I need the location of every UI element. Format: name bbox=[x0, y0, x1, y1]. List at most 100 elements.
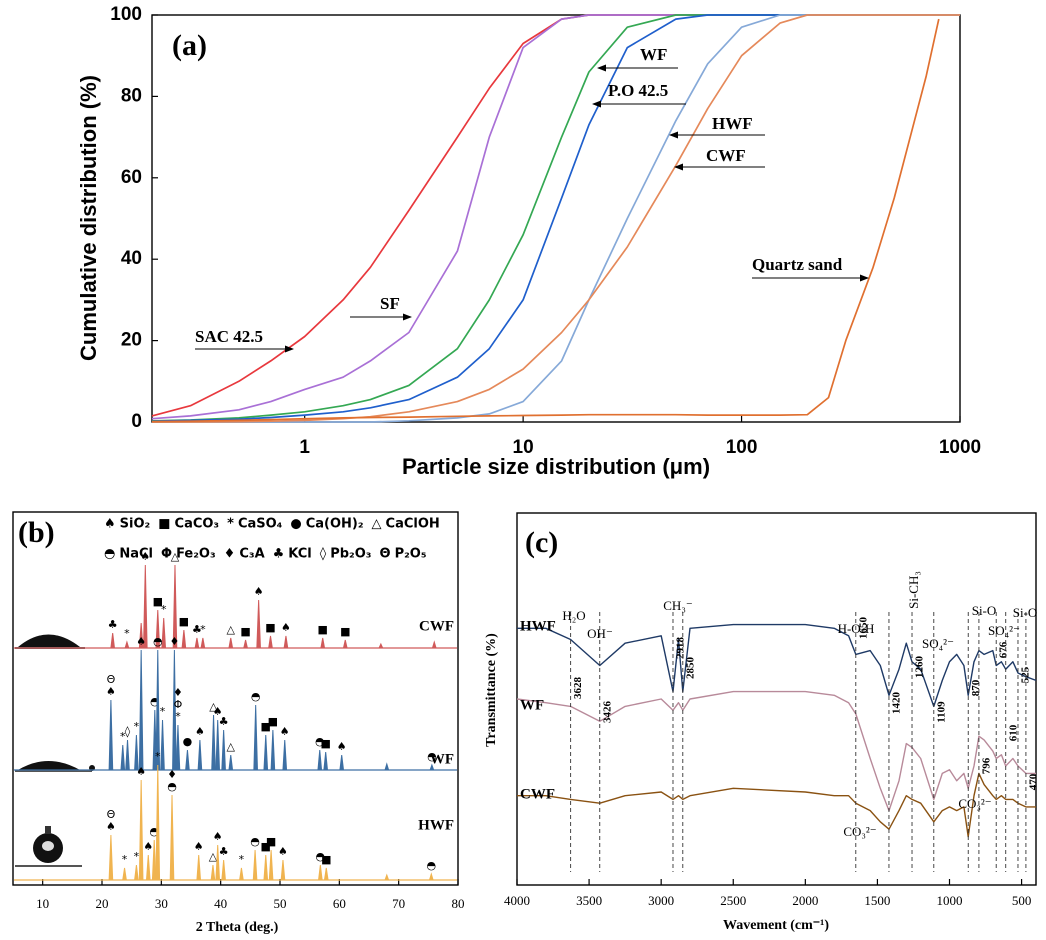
peak bbox=[239, 867, 244, 881]
legend-label: Fe₂O₃ bbox=[176, 547, 216, 562]
phase-symbol: * bbox=[124, 627, 130, 640]
droplet bbox=[18, 634, 80, 647]
phase-symbol: ■ bbox=[266, 835, 276, 848]
droplet-hwf bbox=[15, 826, 82, 867]
band-label: 2918 bbox=[675, 637, 687, 660]
phase-symbol: * bbox=[122, 853, 128, 866]
peak bbox=[228, 637, 234, 649]
phase-symbol: ♠ bbox=[280, 725, 290, 738]
phase-symbol: Θ bbox=[107, 673, 116, 686]
phase-symbol: ♠ bbox=[136, 765, 146, 778]
phase-symbol: ■ bbox=[179, 615, 189, 628]
band-label: 1420 bbox=[890, 692, 902, 715]
peak bbox=[215, 844, 220, 881]
peak bbox=[263, 734, 269, 771]
curve-label: P.O 42.5 bbox=[608, 81, 668, 100]
phase-symbol: Φ bbox=[174, 698, 183, 711]
x-tick-label: 100 bbox=[726, 437, 758, 458]
peak bbox=[429, 763, 435, 771]
band-annotation: OH⁻ bbox=[587, 626, 613, 641]
legend-symbol: ■ bbox=[158, 517, 170, 532]
phase-symbol: ◓ bbox=[426, 859, 436, 872]
band-annotation: H-O-H bbox=[838, 621, 875, 636]
phase-symbol: △ bbox=[227, 623, 236, 636]
peak bbox=[283, 635, 289, 649]
phase-symbol: ◓ bbox=[427, 750, 437, 763]
curve-label: SF bbox=[380, 294, 400, 313]
phase-symbol: * bbox=[134, 720, 140, 733]
x-tick-label: 30 bbox=[155, 896, 168, 911]
peak bbox=[211, 714, 216, 771]
phase-symbol: ■ bbox=[321, 853, 331, 866]
legend-label: Pb₂O₃ bbox=[330, 547, 371, 562]
band-label: 2850 bbox=[684, 657, 696, 680]
x-tick-label: 1 bbox=[299, 437, 310, 458]
band-annotation: CO₃²⁻ bbox=[958, 796, 991, 811]
band-annotation: SO₄²⁻ bbox=[922, 636, 954, 651]
phase-symbol: * bbox=[161, 603, 167, 616]
peak bbox=[110, 632, 115, 649]
y-tick-label: 80 bbox=[121, 85, 142, 106]
phase-symbol: ♠ bbox=[213, 705, 223, 718]
peak bbox=[323, 867, 329, 881]
needle bbox=[45, 826, 51, 834]
peak bbox=[160, 719, 165, 771]
phase-symbol: ◓ bbox=[315, 735, 325, 748]
peak bbox=[342, 639, 348, 649]
band-label: 796 bbox=[980, 757, 992, 774]
series-line bbox=[151, 18, 940, 423]
band-label: 1109 bbox=[935, 701, 947, 723]
legend-symbol: ♦ bbox=[224, 547, 236, 562]
phase-symbol: ♠ bbox=[337, 740, 347, 753]
band-annotation: Si-CH₃ bbox=[906, 571, 921, 609]
series-line bbox=[516, 690, 1036, 812]
peak bbox=[318, 864, 323, 881]
peak bbox=[228, 754, 234, 771]
x-tick-label: 70 bbox=[392, 896, 405, 911]
peak bbox=[256, 599, 261, 649]
x-tick-label: 2500 bbox=[720, 893, 746, 908]
phase-symbol: ◓ bbox=[251, 690, 261, 703]
phase-symbol: Θ bbox=[107, 808, 116, 821]
phase-symbol: △ bbox=[227, 740, 236, 753]
droplet bbox=[18, 761, 80, 770]
series-label: HWF bbox=[418, 817, 454, 833]
x-tick-label: 4000 bbox=[504, 893, 530, 908]
peak bbox=[169, 794, 175, 881]
peak bbox=[108, 834, 114, 881]
peak bbox=[384, 873, 390, 881]
phase-symbol: ♠ bbox=[194, 840, 204, 853]
legend-symbol: ♣ bbox=[273, 547, 285, 562]
peak bbox=[282, 739, 288, 771]
peak bbox=[108, 699, 114, 771]
phase-symbol: ◊ bbox=[125, 725, 131, 738]
x-tick-label: 50 bbox=[274, 896, 287, 911]
phase-symbol: ♣ bbox=[219, 845, 229, 858]
phase-symbol: ■ bbox=[265, 621, 275, 634]
x-tick-label: 20 bbox=[96, 896, 109, 911]
y-axis-label: Transmittance (%) bbox=[484, 633, 499, 747]
phase-symbol: ■ bbox=[268, 715, 278, 728]
plot-frame bbox=[12, 511, 459, 886]
phase-symbol: △ bbox=[171, 550, 180, 563]
peak bbox=[120, 744, 126, 771]
panel-label: (c) bbox=[525, 526, 558, 559]
peak bbox=[320, 637, 326, 649]
curve-label: HWF bbox=[712, 114, 753, 133]
phase-symbol: * bbox=[134, 850, 140, 863]
phase-symbol: ■ bbox=[318, 623, 328, 636]
x-tick-label: 1000 bbox=[939, 437, 981, 458]
peak bbox=[431, 640, 437, 649]
legend-label: CaCO₃ bbox=[175, 517, 220, 532]
phase-symbol: ♠ bbox=[254, 585, 264, 598]
band-label: 3426 bbox=[601, 701, 613, 724]
phase-symbol: ◓ bbox=[167, 780, 177, 793]
peak bbox=[161, 617, 167, 649]
phase-symbol: ■ bbox=[261, 720, 271, 733]
curve-label: CWF bbox=[706, 146, 746, 165]
x-tick-label: 60 bbox=[333, 896, 346, 911]
peak bbox=[172, 564, 178, 649]
y-tick-label: 100 bbox=[110, 4, 142, 25]
peak bbox=[122, 867, 127, 881]
peak bbox=[125, 739, 130, 771]
